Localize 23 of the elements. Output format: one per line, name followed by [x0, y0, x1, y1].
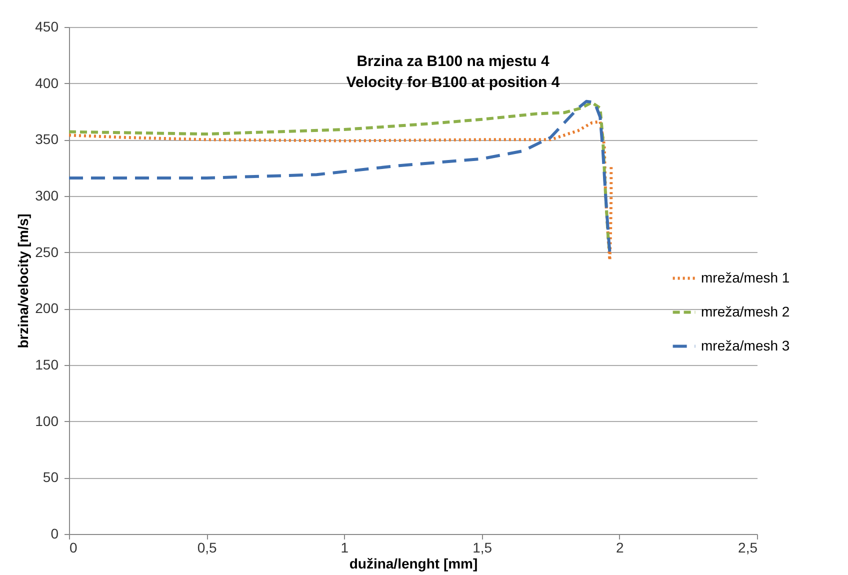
- line-series: [68, 120, 613, 262]
- x-tick-label: 2,5: [738, 540, 758, 556]
- legend-label: mreža/mesh 1: [701, 269, 790, 286]
- x-tick-label: 2: [616, 540, 624, 556]
- x-tick-label: 1: [340, 540, 349, 556]
- y-tick-label: 350: [35, 131, 59, 148]
- y-tick-label: 150: [35, 356, 59, 372]
- y-tick-label: 100: [35, 412, 59, 429]
- y-tick-label: 50: [42, 469, 59, 486]
- y-tick-label: 450: [35, 18, 59, 34]
- y-tick-label: 300: [35, 188, 59, 204]
- y-axis-title: brzina/velocity [m/s]: [15, 214, 32, 348]
- x-tick-label: 0,5: [197, 540, 218, 556]
- x-tick-label: 0: [70, 540, 78, 556]
- x-tick-label: 1,5: [472, 540, 492, 556]
- y-tick-label: 0: [50, 526, 59, 542]
- y-tick-label: 250: [35, 244, 59, 260]
- text: Brzina za B100 na mjestu 4 Velocity for B100 at position 4: [346, 53, 560, 91]
- legend-label: mreža/mesh 3: [701, 337, 790, 354]
- y-tick-label: 200: [35, 300, 59, 316]
- y-tick-label: 400: [35, 74, 59, 91]
- x-axis-title: dužina/lenght [mm]: [349, 556, 478, 572]
- legend-label: mreža/mesh 2: [701, 303, 790, 320]
